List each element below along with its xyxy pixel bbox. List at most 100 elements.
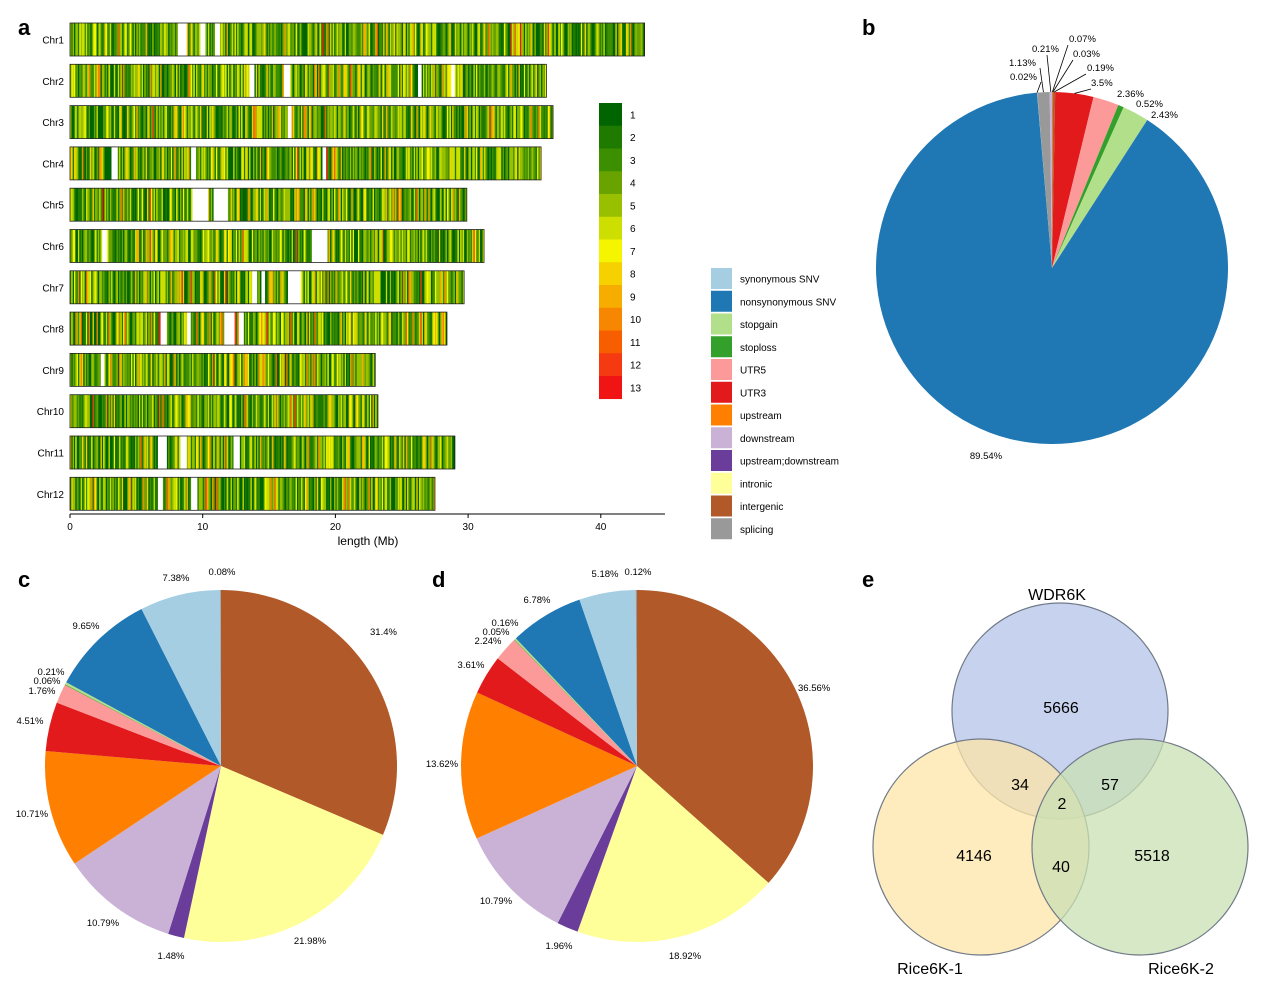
density-bin [176, 312, 178, 346]
density-bin [372, 477, 375, 511]
density-bin [145, 353, 148, 387]
density-bin [316, 64, 319, 98]
density-bin [89, 229, 92, 263]
density-bin [373, 64, 376, 98]
density-bin [460, 105, 462, 139]
density-bin [156, 105, 158, 139]
pie-slice-label: 0.21% [1032, 44, 1059, 55]
density-bin [148, 188, 150, 222]
density-bin [371, 188, 373, 222]
density-bin [202, 436, 205, 469]
density-bin [373, 229, 376, 263]
density-bin [433, 105, 436, 139]
density-bin [365, 477, 368, 511]
density-bin [323, 312, 326, 346]
density-bin [338, 312, 340, 346]
density-bin [584, 23, 587, 56]
density-bin [132, 105, 135, 139]
density-bin [422, 64, 425, 98]
density-bin [210, 436, 213, 469]
density-bin [217, 270, 219, 304]
density-bin [280, 146, 283, 180]
density-bin [440, 436, 442, 469]
density-bin [530, 146, 533, 180]
density-legend-label: 4 [630, 179, 636, 190]
density-bin [444, 146, 446, 180]
density-bin [127, 394, 129, 428]
density-bin [116, 436, 119, 469]
density-bin [148, 394, 150, 428]
density-bin [457, 23, 460, 56]
density-bin [385, 146, 388, 180]
density-bin [165, 23, 168, 56]
density-bin [215, 105, 218, 139]
density-bin [93, 353, 96, 387]
density-bin [428, 105, 430, 139]
density-bin [324, 64, 327, 98]
density-bin [237, 146, 239, 180]
density-bin [76, 312, 79, 346]
density-bin [184, 146, 186, 180]
density-bin [352, 270, 355, 304]
density-bin [342, 353, 344, 387]
density-bin [543, 64, 546, 98]
density-bin [211, 477, 214, 511]
density-bin [330, 353, 332, 387]
chromosome-chr5: Chr5 [42, 187, 468, 222]
density-bin [153, 146, 156, 180]
density-bin [119, 270, 121, 304]
density-bin [413, 270, 416, 304]
density-bin [164, 23, 166, 56]
density-bin [458, 270, 461, 304]
density-bin [381, 105, 384, 139]
density-bin [330, 394, 332, 428]
density-bin [408, 229, 411, 263]
density-bin [360, 477, 363, 511]
density-bin [582, 23, 584, 56]
density-bin [519, 64, 522, 98]
density-bin [454, 270, 457, 304]
density-bin [105, 394, 108, 428]
density-bin [449, 270, 452, 304]
density-bin [422, 23, 425, 56]
chromosome-outline [69, 394, 379, 429]
density-bin [343, 23, 346, 56]
density-bin [351, 312, 353, 346]
density-bin [327, 477, 330, 511]
density-bin [229, 270, 231, 304]
density-bin [265, 312, 267, 346]
density-bin [380, 23, 383, 56]
density-bin [170, 436, 173, 469]
density-bin [84, 477, 87, 511]
density-bin [319, 394, 322, 428]
pie-slice [1052, 107, 1148, 268]
density-bin [242, 353, 245, 387]
density-bin [83, 394, 85, 428]
density-bin [343, 146, 346, 180]
density-bin [352, 436, 355, 469]
density-bin [292, 105, 295, 139]
density-bin [150, 188, 153, 222]
density-bin [493, 23, 495, 56]
density-bin [377, 312, 380, 346]
density-bin [186, 23, 189, 56]
pie-slice-label: 0.08% [209, 567, 236, 578]
density-bin [397, 23, 400, 56]
density-bin [205, 270, 208, 304]
density-bin [115, 23, 117, 56]
density-bin [417, 270, 420, 304]
density-bin [263, 105, 266, 139]
density-bin [445, 146, 448, 180]
density-bin [196, 394, 198, 428]
density-bin [352, 394, 355, 428]
density-bin [197, 146, 200, 180]
density-bin [419, 23, 421, 56]
density-bin [270, 436, 273, 469]
density-bin [180, 312, 182, 346]
density-bin [385, 312, 388, 346]
pie-slice-label: 2.24% [475, 636, 502, 647]
density-bin [373, 146, 376, 180]
density-bin [407, 23, 409, 56]
density-bin [201, 312, 204, 346]
density-bin [348, 188, 351, 222]
